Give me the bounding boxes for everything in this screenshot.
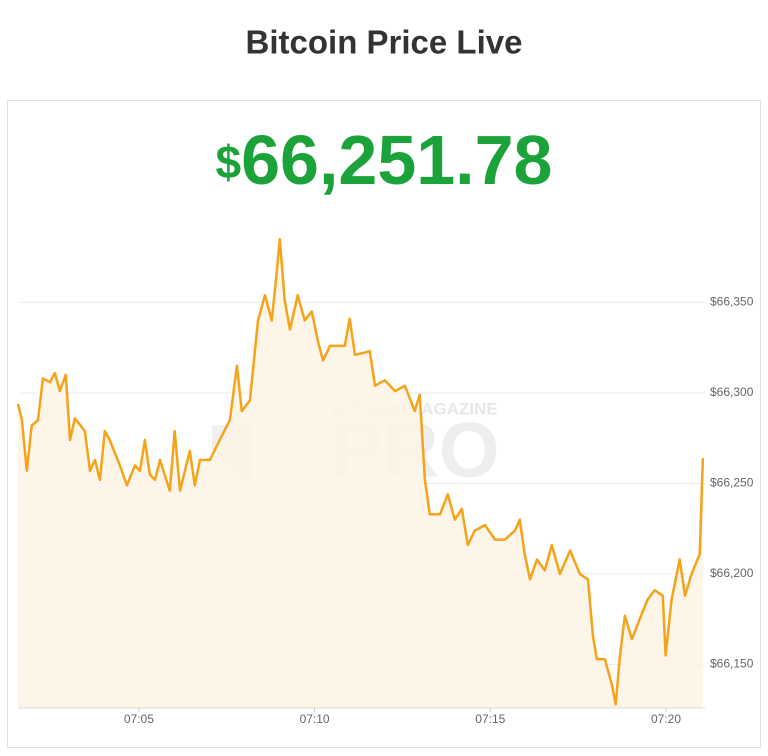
- live-price: $66,251.78: [215, 121, 552, 199]
- plot-area: [18, 239, 705, 708]
- x-tick-label: 07:15: [475, 712, 505, 726]
- y-tick-label: $66,350: [710, 295, 754, 309]
- page-title: Bitcoin Price Live: [246, 24, 523, 61]
- y-tick-label: $66,250: [710, 476, 754, 490]
- x-tick-label: 07:20: [651, 712, 681, 726]
- price-area: [18, 239, 703, 708]
- y-tick-label: $66,300: [710, 385, 754, 399]
- y-tick-label: $66,200: [710, 566, 754, 580]
- currency: $: [215, 136, 241, 188]
- price-amount: 66,251.78: [241, 121, 552, 199]
- x-tick-label: 07:05: [124, 712, 154, 726]
- price-line: [16, 237, 705, 706]
- y-tick-label: $66,150: [710, 657, 754, 671]
- x-tick-label: 07:10: [300, 712, 330, 726]
